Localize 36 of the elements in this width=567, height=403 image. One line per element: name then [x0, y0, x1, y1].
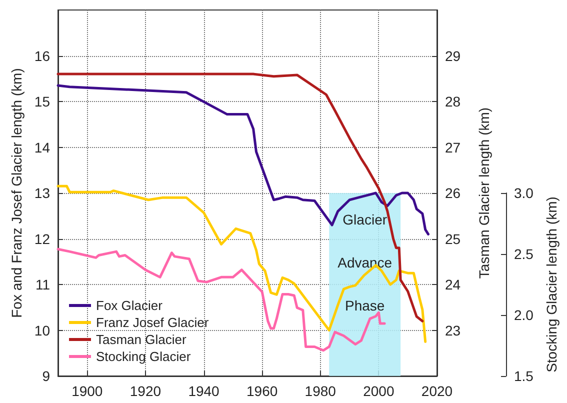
text: Glacier Advance Phase [338, 212, 392, 314]
legend-label: Stocking Glacier [96, 349, 192, 364]
y2-tick-label: 23 [445, 322, 461, 338]
y-tick-label: 11 [35, 276, 50, 292]
x-tick-label: 1980 [304, 383, 336, 399]
y2-tick-label: 27 [445, 139, 461, 156]
y-tick-label: 15 [34, 94, 50, 110]
x-tick-label: 1960 [246, 383, 278, 399]
y-tick-label: 12 [34, 230, 50, 247]
x-tick-label: 1920 [130, 383, 162, 399]
x-tick-label: 2020 [421, 383, 453, 399]
y2-axis-title: Tasman Glacier length (km) [476, 107, 492, 279]
y2-tick-label: 26 [445, 185, 461, 201]
y2-tick-label: 25 [445, 230, 461, 247]
line-series [56, 184, 427, 343]
y-tick-label: 10 [34, 322, 50, 338]
legend-label: Fox Glacier [96, 298, 164, 313]
y-tick-label: 13 [34, 185, 50, 201]
y3-tick-label: 2.0 [514, 307, 534, 323]
y3-tick-label: 3.0 [514, 185, 534, 201]
legend-label: Tasman Glacier [96, 332, 187, 347]
y-tick-label: 16 [34, 48, 50, 64]
y3-tick-label: 2.5 [514, 246, 534, 262]
y-tick-label: 14 [34, 139, 50, 156]
y-axis-title: Fox and Franz Josef Glacier length (km) [8, 68, 25, 318]
x-tick-label: 1940 [188, 383, 220, 399]
legend-label: Franz Josef Glacier [96, 315, 210, 330]
y2-tick-label: 29 [445, 48, 461, 64]
y2-tick-label: 24 [445, 276, 461, 292]
y2-tick-label: 28 [445, 94, 461, 110]
y3-tick-label: 1.5 [514, 368, 534, 384]
y-tick-label: 9 [42, 368, 50, 384]
y3-axis-title: Stocking Glacier length (km) [543, 196, 560, 372]
x-tick-label: 1900 [72, 383, 103, 399]
line-series [56, 84, 430, 236]
x-tick-label: 2000 [363, 383, 394, 399]
